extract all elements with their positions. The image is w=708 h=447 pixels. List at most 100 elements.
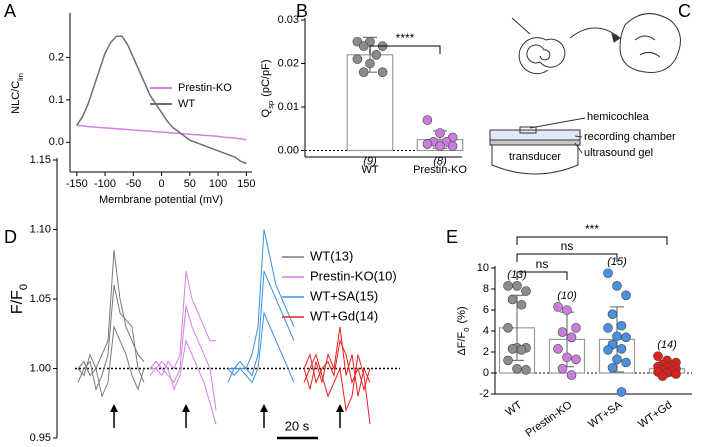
y-tick-label: 0.95 <box>30 432 51 444</box>
y-label-main: ΔF/F <box>456 331 468 355</box>
diagram-label: hemicochlea <box>587 111 650 123</box>
leader <box>574 142 583 154</box>
y-axis-label: NLC/Clin <box>10 73 25 114</box>
data-point <box>566 332 577 343</box>
trace <box>77 324 145 398</box>
ultrasound-gel <box>489 139 581 146</box>
y-tick-label: 0.02 <box>278 57 299 69</box>
trace <box>77 250 145 377</box>
significance-bracket <box>516 253 618 262</box>
y-axis-label: Qsp (pC/pF) <box>260 60 275 118</box>
pipette <box>511 17 531 35</box>
data-point <box>371 49 382 60</box>
data-point <box>512 363 522 374</box>
data-point <box>616 344 627 354</box>
x-tick-label: Prestin-KO <box>413 164 467 176</box>
n-label: (15) <box>607 256 627 268</box>
x-tick-label: -100 <box>94 178 116 190</box>
x-tick-label: 50 <box>184 178 196 190</box>
data-point <box>507 344 518 354</box>
data-point <box>621 290 631 301</box>
x-tick-label: WT+Gd <box>636 399 674 431</box>
x-tick-label: 150 <box>237 178 255 190</box>
y-label-main: F/F <box>9 290 26 314</box>
data-point <box>603 323 613 333</box>
data-point <box>516 299 527 310</box>
x-tick-label: -150 <box>66 178 88 190</box>
significance-bracket <box>369 45 441 54</box>
scale-bar-label: 20 s <box>285 418 310 433</box>
stimulus-arrowhead <box>182 404 190 412</box>
y-tick-label: 0.01 <box>278 101 299 113</box>
data-point <box>616 320 627 331</box>
data-point <box>422 139 433 149</box>
data-point <box>507 294 518 305</box>
y-tick-label: 2 <box>483 346 489 358</box>
significance-bracket <box>516 271 568 280</box>
y-axis-label: ΔF/F0 (%) <box>456 306 471 355</box>
data-point <box>447 141 458 151</box>
data-point <box>612 331 622 342</box>
data-point <box>358 67 369 77</box>
data-point <box>422 115 433 125</box>
legend-label: WT <box>178 98 195 110</box>
significance-label: ns <box>536 257 549 271</box>
data-point <box>557 363 568 374</box>
y-tick-label: 1.00 <box>30 362 51 374</box>
significance-label: **** <box>396 31 415 45</box>
data-point <box>358 41 369 51</box>
diagram-label: ultrasound gel <box>584 147 653 159</box>
y-tick-label: 0.1 <box>49 94 64 106</box>
y-label-rest: (%) <box>456 306 468 323</box>
transducer-body <box>491 144 579 175</box>
panel-letter: B <box>296 1 308 21</box>
y-tick-label: 4 <box>483 325 489 337</box>
significance-bracket <box>516 236 668 245</box>
legend-label: WT+SA(15) <box>310 288 378 303</box>
y-axis-label: F/F0 <box>9 284 30 314</box>
data-point <box>607 309 618 320</box>
y-label-main: NLC/C <box>10 81 22 114</box>
arrow <box>569 27 621 39</box>
cochlea-spiral <box>518 37 566 75</box>
data-point <box>603 268 613 279</box>
data-point <box>521 286 531 296</box>
sample <box>519 126 537 134</box>
data-point <box>365 58 375 69</box>
trace <box>227 310 295 384</box>
data-point <box>621 332 631 343</box>
trace <box>150 271 216 377</box>
x-tick-label: WT <box>503 399 524 419</box>
y-tick-label: 1.05 <box>30 293 51 305</box>
panel-letter: E <box>446 227 458 247</box>
data-point <box>571 323 581 333</box>
significance-label: ns <box>561 239 574 253</box>
data-point <box>557 327 568 337</box>
data-point <box>553 302 563 312</box>
data-point <box>521 365 531 375</box>
panel-letter: A <box>4 1 16 21</box>
x-tick-label: Prestin-KO <box>523 399 574 440</box>
data-point <box>516 345 527 355</box>
data-point <box>612 354 622 365</box>
data-point <box>616 387 627 397</box>
y-label-sub: 0 <box>18 284 30 290</box>
diagram-label: recording chamber <box>584 131 676 143</box>
n-label: (8) <box>433 155 447 167</box>
y-tick-label: 0.03 <box>278 14 299 26</box>
legend-label: Prestin-KO <box>178 82 232 94</box>
leader <box>529 117 586 129</box>
trace <box>303 338 371 392</box>
y-tick-label: 1.10 <box>30 223 51 235</box>
stimulus-arrowhead <box>336 404 344 412</box>
data-point <box>671 369 681 379</box>
line <box>76 124 247 141</box>
trace <box>303 353 371 425</box>
y-label-sub: 0 <box>462 327 471 331</box>
data-point <box>571 354 581 365</box>
trace <box>77 284 145 391</box>
trace <box>149 338 217 425</box>
y-tick-label: 0.00 <box>278 144 299 156</box>
data-point <box>562 305 572 315</box>
